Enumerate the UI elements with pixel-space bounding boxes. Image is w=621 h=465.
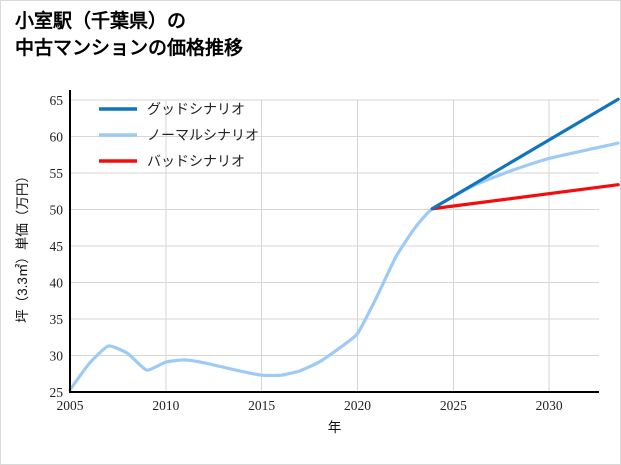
x-tick-label: 2025: [440, 398, 467, 413]
y-tick-label: 30: [50, 349, 64, 364]
y-tick-label: 40: [50, 276, 64, 291]
x-tick-label: 2005: [57, 398, 84, 413]
legend-label: バッドシナリオ: [147, 155, 245, 170]
y-tick-label: 45: [50, 239, 64, 254]
y-tick-label: 50: [50, 203, 64, 218]
axis-titles: 年 坪（3.3㎡）単価（万円）: [15, 169, 341, 435]
series-line-bad: [430, 183, 620, 211]
legend-label: グッドシナリオ: [147, 102, 245, 118]
x-tick-label: 2010: [152, 398, 179, 413]
x-tick-label: 2015: [248, 398, 275, 413]
x-tick-label: 2030: [536, 398, 563, 413]
y-axis-tick-labels: 25 30 35 40 45 50 55 60 65: [50, 93, 64, 400]
y-tick-label: 25: [50, 385, 64, 400]
y-tick-label: 65: [50, 93, 64, 108]
x-axis-title: 年: [328, 420, 342, 435]
series-line-normal: [68, 141, 620, 392]
y-tick-label: 55: [50, 166, 64, 181]
y-tick-label: 60: [50, 130, 64, 145]
y-axis-title: 坪（3.3㎡）単価（万円）: [15, 169, 30, 323]
series-line-good: [430, 97, 620, 211]
page-title: 小室駅（千葉県）の 中古マンションの価格推移: [15, 11, 244, 59]
legend-label: ノーマルシナリオ: [147, 129, 259, 144]
series-lines: [68, 97, 620, 392]
axis-spines: [68, 90, 599, 394]
x-axis-tick-labels: 2005 2010 2015 2020 2025 2030: [57, 398, 563, 413]
y-tick-label: 35: [50, 312, 64, 327]
x-tick-label: 2020: [344, 398, 371, 413]
